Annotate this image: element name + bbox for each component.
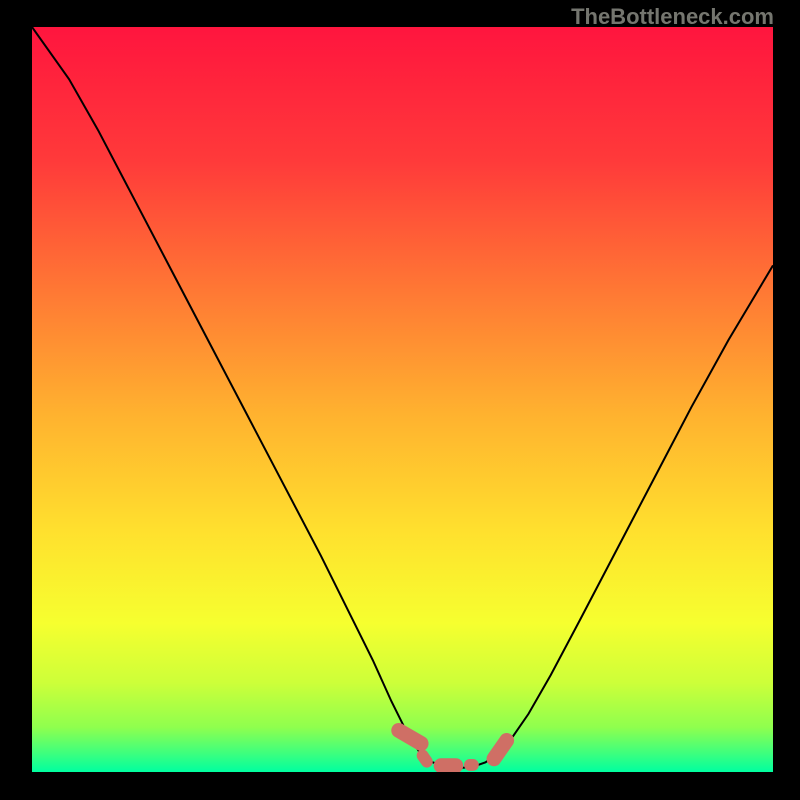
watermark-text: TheBottleneck.com — [571, 4, 774, 30]
plot-area — [32, 27, 773, 772]
canvas: TheBottleneck.com — [0, 0, 800, 800]
highlight-marker — [484, 730, 517, 769]
highlight-marker — [464, 759, 479, 771]
highlight-markers — [389, 720, 517, 772]
highlight-marker — [389, 720, 432, 753]
bottleneck-curve-chart — [32, 27, 773, 772]
highlight-marker — [434, 758, 464, 772]
curve-line — [32, 27, 773, 768]
